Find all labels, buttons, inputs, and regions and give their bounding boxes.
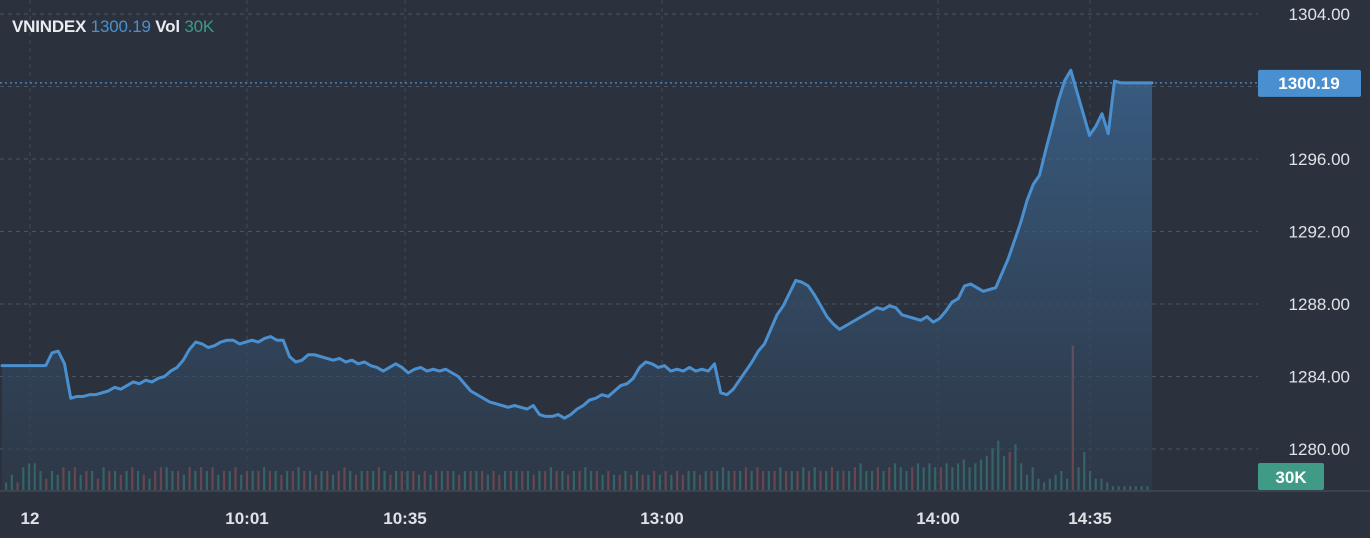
x-tick-label: 14:35 xyxy=(1068,509,1111,528)
x-tick-label: 14:00 xyxy=(916,509,959,528)
legend-volume-label: Vol xyxy=(155,17,180,36)
last-volume-tag-label: 30K xyxy=(1275,468,1307,487)
y-tick-label: 1288.00 xyxy=(1289,295,1350,314)
legend-price: 1300.19 xyxy=(90,17,151,36)
x-tick-label: 10:35 xyxy=(383,509,426,528)
y-tick-label: 1284.00 xyxy=(1289,368,1350,387)
x-axis: 12 10:01 10:35 13:00 14:00 14:35 xyxy=(21,509,1112,528)
last-price-tag-label: 1300.19 xyxy=(1278,74,1339,93)
y-tick-label: 1304.00 xyxy=(1289,5,1350,24)
axis-tags: 1300.19 30K xyxy=(1258,69,1361,490)
last-price-tag xyxy=(1258,69,1361,97)
x-tick-label: 13:00 xyxy=(640,509,683,528)
price-area-fill xyxy=(2,70,1152,490)
price-line xyxy=(0,68,1154,420)
price-area xyxy=(0,68,1154,490)
chart-legend: VNINDEX 1300.19 Vol 30K xyxy=(12,17,214,37)
x-tick-label: 10:01 xyxy=(225,509,268,528)
y-tick-label: 1292.00 xyxy=(1289,223,1350,242)
last-volume-tag xyxy=(1258,463,1324,490)
y-tick-label: 1280.00 xyxy=(1289,440,1350,459)
legend-volume-value: 30K xyxy=(184,17,215,36)
legend-symbol: VNINDEX xyxy=(12,17,87,36)
x-tick-label: 12 xyxy=(21,509,40,528)
y-tick-label: 1296.00 xyxy=(1289,150,1350,169)
